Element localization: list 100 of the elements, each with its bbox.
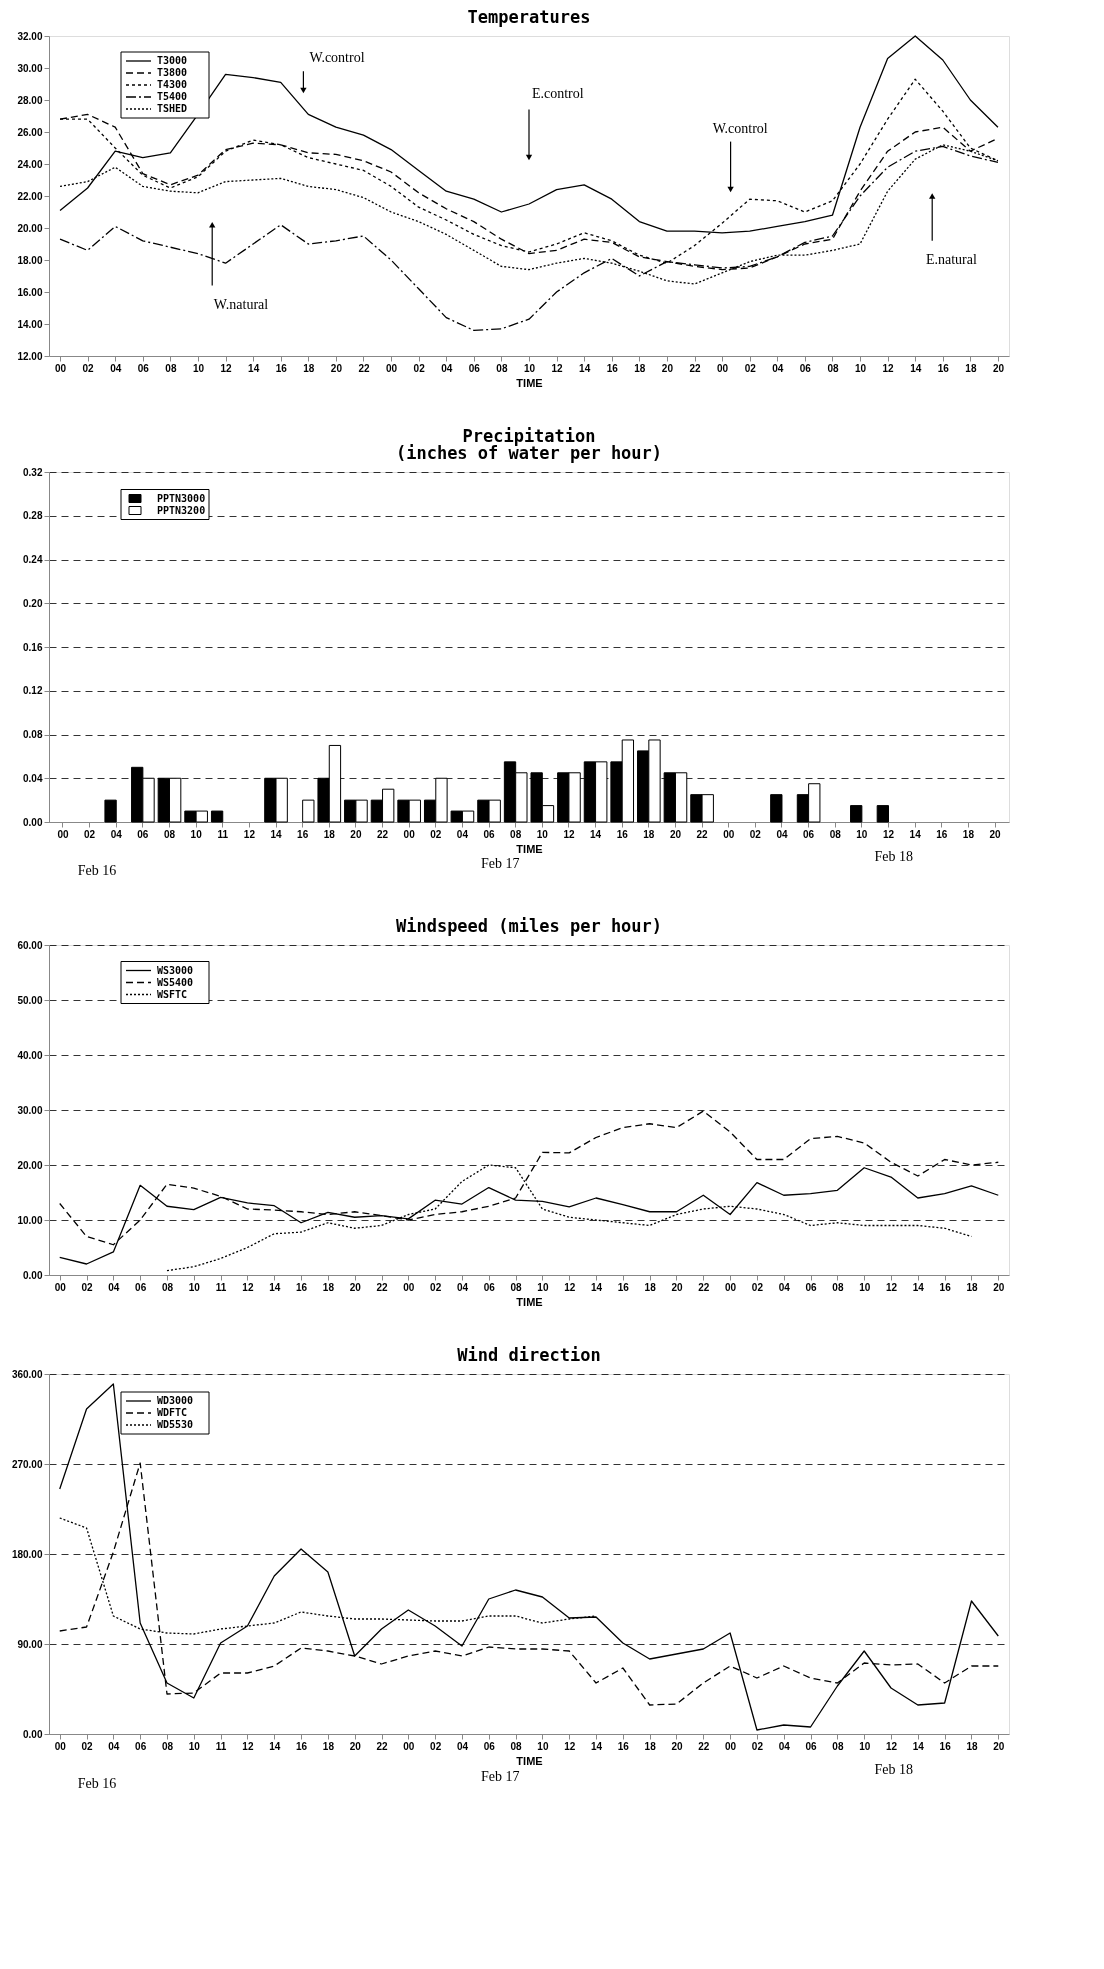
x-tick-label: 10 (190, 828, 203, 840)
x-tick-label: 12 (563, 828, 575, 840)
x-tick-label: 12 (220, 362, 233, 374)
x-tick-label: 02 (82, 362, 95, 374)
x-tick-label: 14 (912, 1740, 925, 1752)
x-tick-label: 12 (564, 1281, 576, 1293)
x-tick-label: 18 (644, 1740, 657, 1752)
x-tick-label: 10 (188, 1740, 201, 1752)
y-tick-label: 0.20 (23, 597, 43, 609)
x-tick-label: 06 (803, 828, 815, 840)
x-tick-label: 20 (330, 362, 343, 374)
x-tick-label: 04 (456, 1281, 469, 1293)
x-tick-label: 12 (551, 362, 564, 374)
y-tick-label: 12.00 (17, 350, 43, 362)
x-tick-label: 08 (510, 1281, 523, 1293)
x-tick-label: 02 (84, 828, 96, 840)
legend-label: WSFTC (157, 988, 188, 1000)
x-tick-label: 08 (832, 1281, 844, 1293)
legend-label: T3000 (157, 55, 188, 66)
x-tick-label: 20 (989, 828, 1002, 840)
x-tick-label: 14 (590, 1281, 603, 1293)
y-tick-label: 24.00 (17, 158, 43, 170)
y-tick-label: 60.00 (17, 939, 43, 951)
legend-label: WS3000 (157, 964, 194, 976)
x-tick-label: 02 (751, 1281, 764, 1293)
x-tick-label: 06 (805, 1740, 818, 1752)
x-tick-label: 11 (217, 828, 229, 840)
x-tick-label: 18 (322, 1281, 335, 1293)
x-tick-label: 14 (270, 828, 283, 840)
x-tick-label: 12 (882, 828, 895, 840)
x-tick-label: 08 (496, 362, 508, 374)
annotation: E.control (531, 85, 584, 101)
x-tick-label: 00 (403, 1281, 415, 1293)
x-tick-label: 06 (135, 1740, 147, 1752)
x-tick-label: 00 (54, 362, 67, 374)
annotation: W.natural (213, 296, 269, 312)
x-tick-label: 16 (939, 1740, 952, 1752)
y-tick-label: 0.24 (23, 554, 43, 565)
x-tick-label: 04 (776, 828, 788, 840)
x-tick-label: 08 (161, 1281, 174, 1293)
x-tick-label: 10 (523, 362, 536, 374)
x-tick-label: 06 (468, 362, 481, 374)
x-tick-label: 14 (248, 362, 260, 374)
x-tick-label: 08 (165, 362, 177, 374)
legend-label: WD3000 (157, 1395, 194, 1406)
text: Feb 18 (874, 849, 914, 864)
x-tick-label: 12 (242, 1281, 254, 1293)
x-tick-label: 14 (269, 1281, 281, 1293)
x-tick-label: 06 (135, 1281, 147, 1293)
x-tick-label: 04 (110, 828, 123, 840)
x-tick-label: 00 (54, 1740, 67, 1752)
x-tick-label: 02 (81, 1740, 94, 1752)
x-tick-label: 02 (430, 828, 442, 840)
x-tick-label: 10 (537, 1740, 549, 1752)
x-tick-label: 16 (617, 1740, 630, 1752)
x-tick-label: 02 (430, 1740, 442, 1752)
x-tick-label: 12 (564, 1740, 576, 1752)
y-tick-label: 20.00 (17, 1159, 43, 1171)
x-tick-label: 06 (137, 362, 150, 374)
x-tick-label: 16 (937, 362, 950, 374)
x-tick-label: 18 (966, 1281, 978, 1293)
x-tick-label: 14 (590, 828, 602, 840)
y-tick-label: 0.32 (23, 466, 43, 478)
text: Feb 18 (874, 1762, 914, 1777)
x-tick-label: 16 (616, 828, 629, 840)
annotation: E.natural (925, 252, 977, 267)
y-tick-label: 0.00 (23, 1728, 43, 1740)
x-tick-label: 14 (909, 828, 922, 840)
legend-label: T4300 (157, 79, 188, 90)
x-tick-label: 18 (323, 828, 336, 840)
y-tick-label: 0.28 (23, 510, 43, 522)
x-tick-label: 02 (430, 1281, 442, 1293)
x-tick-label: 00 (725, 1281, 737, 1293)
x-tick-label: 14 (579, 362, 591, 374)
x-tick-label: 08 (510, 828, 522, 840)
x-tick-label: 06 (483, 828, 496, 840)
x-tick-label: 10 (856, 828, 868, 840)
x-tick-label: 06 (805, 1281, 818, 1293)
y-tick-label: 16.00 (17, 286, 43, 298)
y-tick-label: 0.12 (23, 685, 43, 697)
chart-title: Temperatures (467, 7, 591, 27)
x-tick-label: 04 (772, 362, 784, 374)
x-tick-label: 16 (939, 1281, 952, 1293)
y-tick-label: 0.04 (23, 772, 43, 784)
x-axis-title: TIME (516, 1295, 543, 1308)
x-tick-label: 00 (403, 828, 416, 840)
x-tick-label: 06 (483, 1281, 496, 1293)
x-tick-label: 16 (275, 362, 288, 374)
x-tick-label: 12 (882, 362, 895, 374)
legend-label: PPTN3000 (157, 492, 206, 504)
x-tick-label: 20 (349, 1740, 362, 1752)
chart-title: Wind direction (457, 1345, 601, 1365)
x-axis-title: TIME (516, 842, 543, 855)
text: Feb 16 (77, 1776, 117, 1792)
x-tick-label: 12 (242, 1740, 254, 1752)
x-tick-label: 11 (215, 1281, 227, 1293)
legend-label: TSHED (157, 103, 188, 114)
x-tick-label: 18 (643, 828, 655, 840)
y-tick-label: 40.00 (17, 1049, 43, 1061)
x-tick-label: 02 (749, 828, 762, 840)
